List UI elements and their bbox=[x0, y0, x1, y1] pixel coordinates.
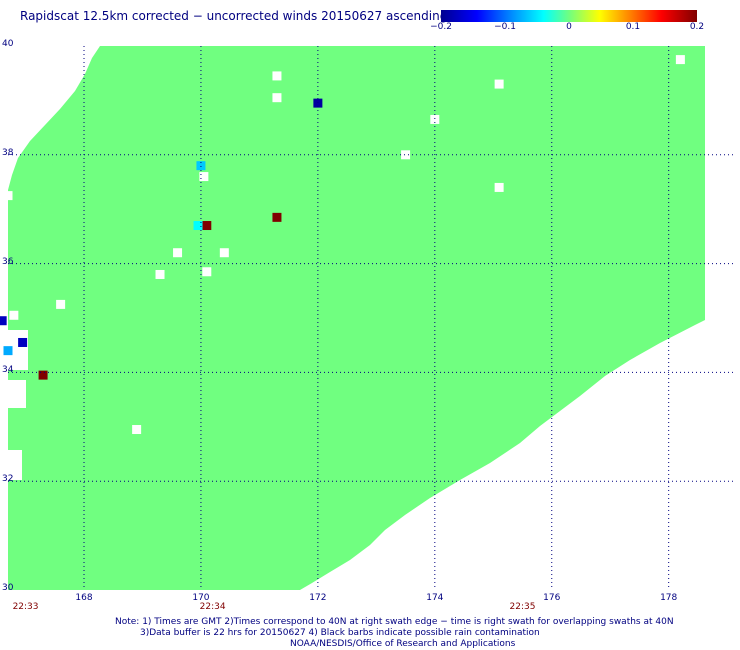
difference-cell bbox=[0, 316, 7, 326]
longitude-label: 176 bbox=[543, 593, 561, 603]
data-gap bbox=[3, 191, 13, 201]
time-label: 22:35 bbox=[509, 602, 536, 612]
difference-cell bbox=[272, 212, 282, 222]
data-gap bbox=[494, 79, 504, 89]
difference-cell bbox=[38, 370, 48, 380]
longitude-label: 172 bbox=[309, 593, 327, 603]
data-gap bbox=[9, 310, 19, 320]
longitude-label: 168 bbox=[75, 593, 93, 603]
data-gap bbox=[272, 93, 282, 103]
color-scale-bar bbox=[441, 10, 697, 22]
latitude-label: 30 bbox=[2, 583, 14, 593]
color-scale-label: −0.2 bbox=[430, 22, 452, 32]
color-scale-label: −0.1 bbox=[494, 22, 516, 32]
time-label: 22:34 bbox=[199, 602, 226, 612]
data-gaps bbox=[3, 55, 685, 435]
lat-lon-grid bbox=[8, 46, 733, 590]
data-gap bbox=[132, 425, 142, 435]
swath-coverage bbox=[8, 46, 705, 590]
difference-cell bbox=[3, 346, 13, 356]
difference-cell bbox=[202, 221, 212, 231]
data-gap bbox=[199, 172, 209, 182]
data-gap bbox=[675, 55, 685, 65]
latitude-label: 38 bbox=[2, 147, 14, 158]
data-gap bbox=[155, 269, 165, 279]
note-line-2: 3)Data buffer is 22 hrs for 20150627 4) … bbox=[140, 628, 540, 638]
data-gap bbox=[430, 114, 440, 124]
longitude-label: 174 bbox=[426, 593, 444, 603]
data-gap bbox=[173, 248, 183, 258]
swath-edge-gap bbox=[8, 380, 26, 408]
data-gap bbox=[272, 71, 282, 81]
swath-edge-gap bbox=[8, 450, 22, 480]
difference-cells bbox=[0, 98, 323, 380]
data-gap bbox=[56, 299, 66, 309]
latitude-label: 36 bbox=[2, 256, 14, 267]
latitude-label: 34 bbox=[2, 365, 14, 376]
latitude-label: 40 bbox=[2, 39, 14, 49]
credit-line: NOAA/NESDIS/Office of Research and Appli… bbox=[290, 639, 516, 649]
longitude-label: 178 bbox=[660, 593, 678, 603]
difference-cell bbox=[313, 98, 323, 108]
time-label: 22:33 bbox=[12, 602, 39, 612]
note-line-1: Note: 1) Times are GMT 2)Times correspon… bbox=[115, 617, 674, 627]
color-scale-label: 0 bbox=[566, 22, 572, 32]
difference-cell bbox=[18, 337, 28, 347]
difference-cell bbox=[196, 161, 206, 171]
color-scale-label: 0.1 bbox=[625, 22, 641, 32]
difference-cell bbox=[193, 221, 203, 231]
data-gap bbox=[202, 267, 212, 277]
data-gap bbox=[494, 182, 504, 192]
map-title: Rapidscat 12.5km corrected − uncorrected… bbox=[20, 9, 448, 23]
data-gap bbox=[401, 150, 411, 160]
latitude-label: 32 bbox=[2, 474, 14, 485]
longitude-label: 170 bbox=[192, 593, 210, 603]
color-scale-label: 0.2 bbox=[689, 22, 705, 32]
swath-area bbox=[8, 46, 705, 590]
data-gap bbox=[219, 248, 229, 258]
